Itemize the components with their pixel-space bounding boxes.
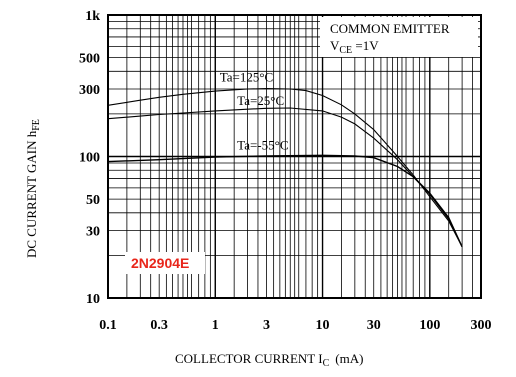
part-number-label: 2N2904E (131, 255, 189, 271)
y-tick-label: 100 (79, 151, 100, 166)
plot-frame (107, 14, 482, 299)
y-tick-label: 300 (79, 83, 100, 98)
y-tick-label: 10 (86, 292, 100, 307)
y-tick-label: 500 (79, 52, 100, 67)
y-tick-label: 30 (86, 224, 100, 239)
curve-labels: Ta=125°C Ta=25°C Ta=-55°C (220, 69, 289, 152)
x-tick-label: 300 (471, 318, 492, 333)
x-tick-label: 0.1 (99, 318, 117, 333)
curve-ta-55-c (107, 154, 463, 248)
tick-labels: 0.1 0.3 1 3 10 30 100 300 10 30 50 100 300 500 1k (79, 9, 492, 333)
curves (107, 88, 463, 248)
curve-label-ta-55-c: Ta=-55°C (237, 138, 288, 153)
x-tick-label: 10 (316, 318, 330, 333)
y-axis-title: DC CURRENT GAIN hFE (24, 119, 42, 258)
curve-label-ta-25-c: Ta=25°C (237, 93, 284, 108)
part-label-background (125, 252, 205, 274)
x-axis-title: COLLECTOR CURRENT IC (mA) (175, 351, 363, 369)
x-tick-label: 0.3 (150, 318, 168, 333)
x-tick-label: 100 (419, 318, 440, 333)
x-tick-label: 3 (263, 318, 270, 333)
plot-grid (108, 15, 481, 298)
conditions-line-1: COMMON EMITTER (330, 21, 450, 36)
curve-label-ta-125-c: Ta=125°C (220, 69, 274, 84)
conditions-box (320, 17, 478, 57)
x-tick-label: 30 (367, 318, 381, 333)
conditions-line-2: VCE =1V (330, 38, 379, 56)
y-tick-label: 1k (85, 9, 100, 24)
y-tick-label: 50 (86, 193, 100, 208)
x-tick-label: 1 (212, 318, 219, 333)
